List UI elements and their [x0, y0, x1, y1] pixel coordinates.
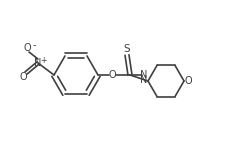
Text: S: S — [124, 44, 130, 54]
Text: +: + — [40, 56, 46, 65]
Text: O: O — [184, 76, 192, 86]
Text: O: O — [19, 72, 27, 82]
Text: N: N — [140, 70, 148, 80]
Text: O: O — [108, 70, 116, 80]
Text: O: O — [23, 43, 31, 53]
Text: N: N — [34, 58, 42, 68]
Text: -: - — [32, 40, 36, 50]
Text: N: N — [140, 75, 148, 85]
